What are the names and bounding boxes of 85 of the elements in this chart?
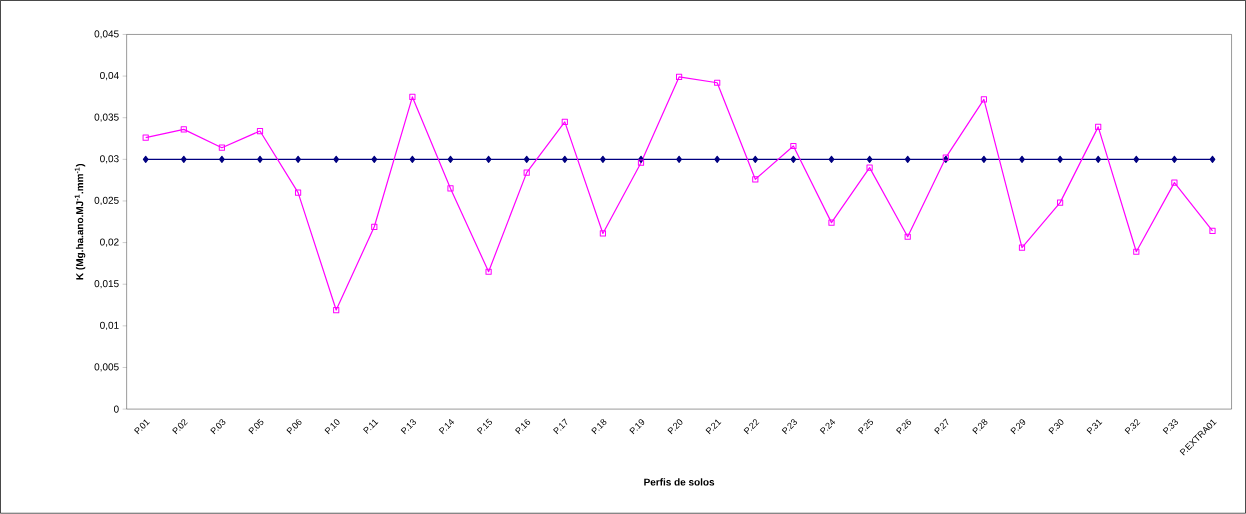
x-tick-label: P.14 [438, 419, 455, 435]
x-tick-label: P.23 [781, 419, 797, 435]
point [1095, 155, 1102, 164]
x-tick-label: P.21 [705, 419, 722, 435]
point [637, 159, 645, 166]
point [714, 155, 721, 164]
point [523, 169, 530, 176]
x-tick-label: P.01 [134, 419, 150, 435]
point [371, 155, 378, 164]
point [1171, 155, 1178, 164]
x-tick-label: P.26 [896, 419, 912, 435]
point [523, 155, 530, 164]
point [218, 144, 225, 151]
point [828, 219, 835, 226]
point [142, 155, 149, 164]
x-tick-label: P.19 [629, 419, 645, 435]
point [1133, 248, 1140, 256]
point [904, 233, 911, 241]
y-tick-label: 0 [113, 405, 119, 413]
x-tick-label: P.15 [476, 418, 492, 435]
point [1018, 244, 1026, 251]
point [790, 143, 797, 150]
point [447, 155, 454, 164]
point [371, 223, 378, 231]
x-tick-label: P.03 [210, 419, 226, 435]
point [333, 307, 340, 314]
point [409, 93, 416, 101]
point [294, 189, 302, 196]
y-tick-label: 0,005 [94, 363, 119, 372]
point [485, 155, 492, 164]
x-tick-label: P.24 [819, 419, 836, 435]
point [1209, 227, 1216, 235]
point [1133, 155, 1140, 164]
x-tick-label: P.32 [1124, 419, 1141, 435]
x-tick-label: P.11 [363, 419, 379, 434]
x-tick-label: P.16 [515, 419, 531, 435]
point [714, 79, 721, 86]
point [1171, 179, 1178, 186]
y-tick-label: 0,01 [100, 321, 119, 331]
x-tick-label: P.29 [1010, 419, 1026, 435]
point [409, 155, 416, 164]
point [1056, 199, 1064, 206]
x-tick-label: P.05 [248, 418, 264, 435]
y-tick-label: 0,015 [94, 280, 119, 289]
x-tick-label: P.18 [591, 419, 607, 435]
point [752, 176, 759, 183]
x-tick-label: P.28 [972, 419, 988, 435]
point [142, 134, 149, 141]
point [790, 155, 797, 164]
y-tick-label: 0,04 [100, 72, 119, 81]
y-tick-label: 0,025 [94, 197, 119, 206]
x-tick-label: P.13 [400, 419, 416, 435]
y-tick-label: 0,045 [94, 30, 119, 39]
y-tick-label: 0,03 [100, 155, 119, 164]
point [866, 155, 873, 164]
y-tick-label: 0,02 [100, 238, 119, 247]
x-tick-label: P.06 [286, 419, 302, 435]
x-tick-label: P.10 [324, 419, 340, 435]
point [180, 126, 187, 133]
point [828, 155, 835, 164]
x-tick-label: P.30 [1048, 419, 1064, 435]
point [561, 118, 568, 126]
point [256, 128, 264, 135]
point [561, 155, 568, 164]
point [333, 155, 340, 164]
x-tick-label: P.20 [667, 419, 683, 435]
x-axis-title: Perfis de solos [644, 478, 715, 486]
point [752, 155, 759, 164]
x-tick-label: P.22 [743, 419, 760, 435]
point [1209, 155, 1216, 164]
point [980, 96, 987, 103]
point [675, 73, 683, 81]
x-tick-label: P.02 [172, 419, 188, 435]
y-axis-title: K (Mg.ha.ano.MJ$^{-1}$.mm$^{-1}$) [74, 164, 86, 280]
point [599, 230, 606, 237]
point [485, 268, 492, 275]
y-tick-label: 0,035 [94, 113, 119, 122]
point [180, 155, 187, 164]
x-tick-label: P.33 [1162, 419, 1178, 435]
point [866, 164, 873, 171]
point [1095, 123, 1102, 131]
point [904, 155, 911, 164]
point [447, 185, 454, 192]
x-tick-label: P.25 [857, 418, 874, 435]
x-tick-label: P.31 [1086, 419, 1103, 435]
